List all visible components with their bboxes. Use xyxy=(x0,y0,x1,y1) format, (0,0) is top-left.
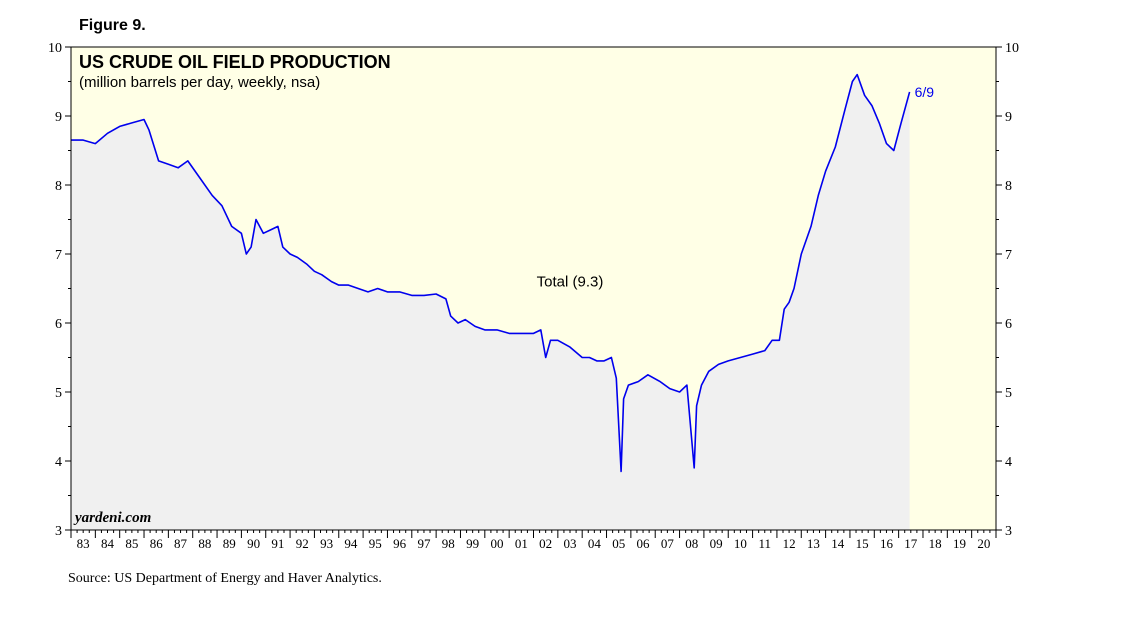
x-tick-label: 11 xyxy=(758,536,771,551)
y-tick-label-left: 4 xyxy=(55,455,62,470)
x-tick-label: 95 xyxy=(369,536,382,551)
y-tick-label-left: 8 xyxy=(55,179,62,194)
x-tick-label: 17 xyxy=(904,536,918,551)
y-tick-label-left: 9 xyxy=(55,110,62,125)
x-tick-label: 99 xyxy=(466,536,479,551)
x-tick-label: 90 xyxy=(247,536,260,551)
x-tick-label: 01 xyxy=(515,536,528,551)
x-tick-label: 97 xyxy=(417,536,431,551)
x-tick-label: 98 xyxy=(442,536,455,551)
x-tick-label: 02 xyxy=(539,536,552,551)
last-point-label: 6/9 xyxy=(915,84,935,100)
x-tick-label: 08 xyxy=(685,536,698,551)
x-tick-label: 91 xyxy=(271,536,284,551)
x-tick-label: 87 xyxy=(174,536,188,551)
x-tick-label: 83 xyxy=(77,536,90,551)
x-axis: 83 84 85 86 87 88 89 90 91 92 93 94 95 96 97 98 99 00 01 02… xyxy=(71,530,996,551)
x-tick-label: 94 xyxy=(344,536,358,551)
crude-oil-chart: 345678910 345678910 83 84 85 86 87 88 89 90 91 92… xyxy=(0,0,1138,621)
x-tick-label: 00 xyxy=(490,536,503,551)
x-tick-label: 06 xyxy=(637,536,651,551)
x-tick-label: 07 xyxy=(661,536,675,551)
x-tick-label: 10 xyxy=(734,536,747,551)
x-tick-label: 20 xyxy=(977,536,990,551)
chart-subtitle: (million barrels per day, weekly, nsa) xyxy=(79,74,320,91)
x-tick-label: 89 xyxy=(223,536,236,551)
y-tick-label-right: 3 xyxy=(1005,524,1012,539)
y-tick-label-right: 4 xyxy=(1005,455,1012,470)
y-tick-label-right: 5 xyxy=(1005,386,1012,401)
source-note: Source: US Department of Energy and Have… xyxy=(68,571,382,586)
y-tick-label-right: 6 xyxy=(1005,317,1012,332)
y-axis-left: 3 4 5 6 7 8 9 10 xyxy=(48,41,71,539)
y-tick-label-right: 7 xyxy=(1005,248,1012,263)
x-tick-label: 86 xyxy=(150,536,164,551)
y-tick-label-right: 8 xyxy=(1005,179,1012,194)
figure-label: Figure 9. xyxy=(79,17,146,34)
y-tick-label-left: 3 xyxy=(55,524,62,539)
x-tick-label: 18 xyxy=(929,536,942,551)
x-tick-label: 96 xyxy=(393,536,407,551)
x-tick-label: 84 xyxy=(101,536,115,551)
chart-title: US CRUDE OIL FIELD PRODUCTION xyxy=(79,52,391,72)
x-tick-label: 03 xyxy=(564,536,577,551)
y-tick-label-left: 7 xyxy=(55,248,62,263)
y-tick-label-left: 5 xyxy=(55,386,62,401)
x-tick-label: 85 xyxy=(125,536,138,551)
x-tick-label: 09 xyxy=(710,536,723,551)
series-label-total: Total (9.3) xyxy=(537,274,604,291)
x-tick-label: 05 xyxy=(612,536,625,551)
x-tick-label: 12 xyxy=(783,536,796,551)
x-tick-label: 16 xyxy=(880,536,894,551)
x-tick-label: 13 xyxy=(807,536,820,551)
y-tick-label-right: 9 xyxy=(1005,110,1012,125)
x-tick-label: 92 xyxy=(296,536,309,551)
x-tick-label: 15 xyxy=(856,536,869,551)
x-tick-label: 93 xyxy=(320,536,333,551)
watermark: yardeni.com xyxy=(73,510,151,526)
y-axis-right: 3 4 5 6 7 8 9 10 xyxy=(996,41,1019,539)
x-tick-label: 04 xyxy=(588,536,602,551)
y-tick-label-right: 10 xyxy=(1005,41,1019,56)
x-tick-label: 88 xyxy=(198,536,211,551)
x-tick-label: 19 xyxy=(953,536,966,551)
x-tick-label: 14 xyxy=(831,536,845,551)
y-tick-label-left: 6 xyxy=(55,317,62,332)
y-tick-label-left: 10 xyxy=(48,41,62,56)
